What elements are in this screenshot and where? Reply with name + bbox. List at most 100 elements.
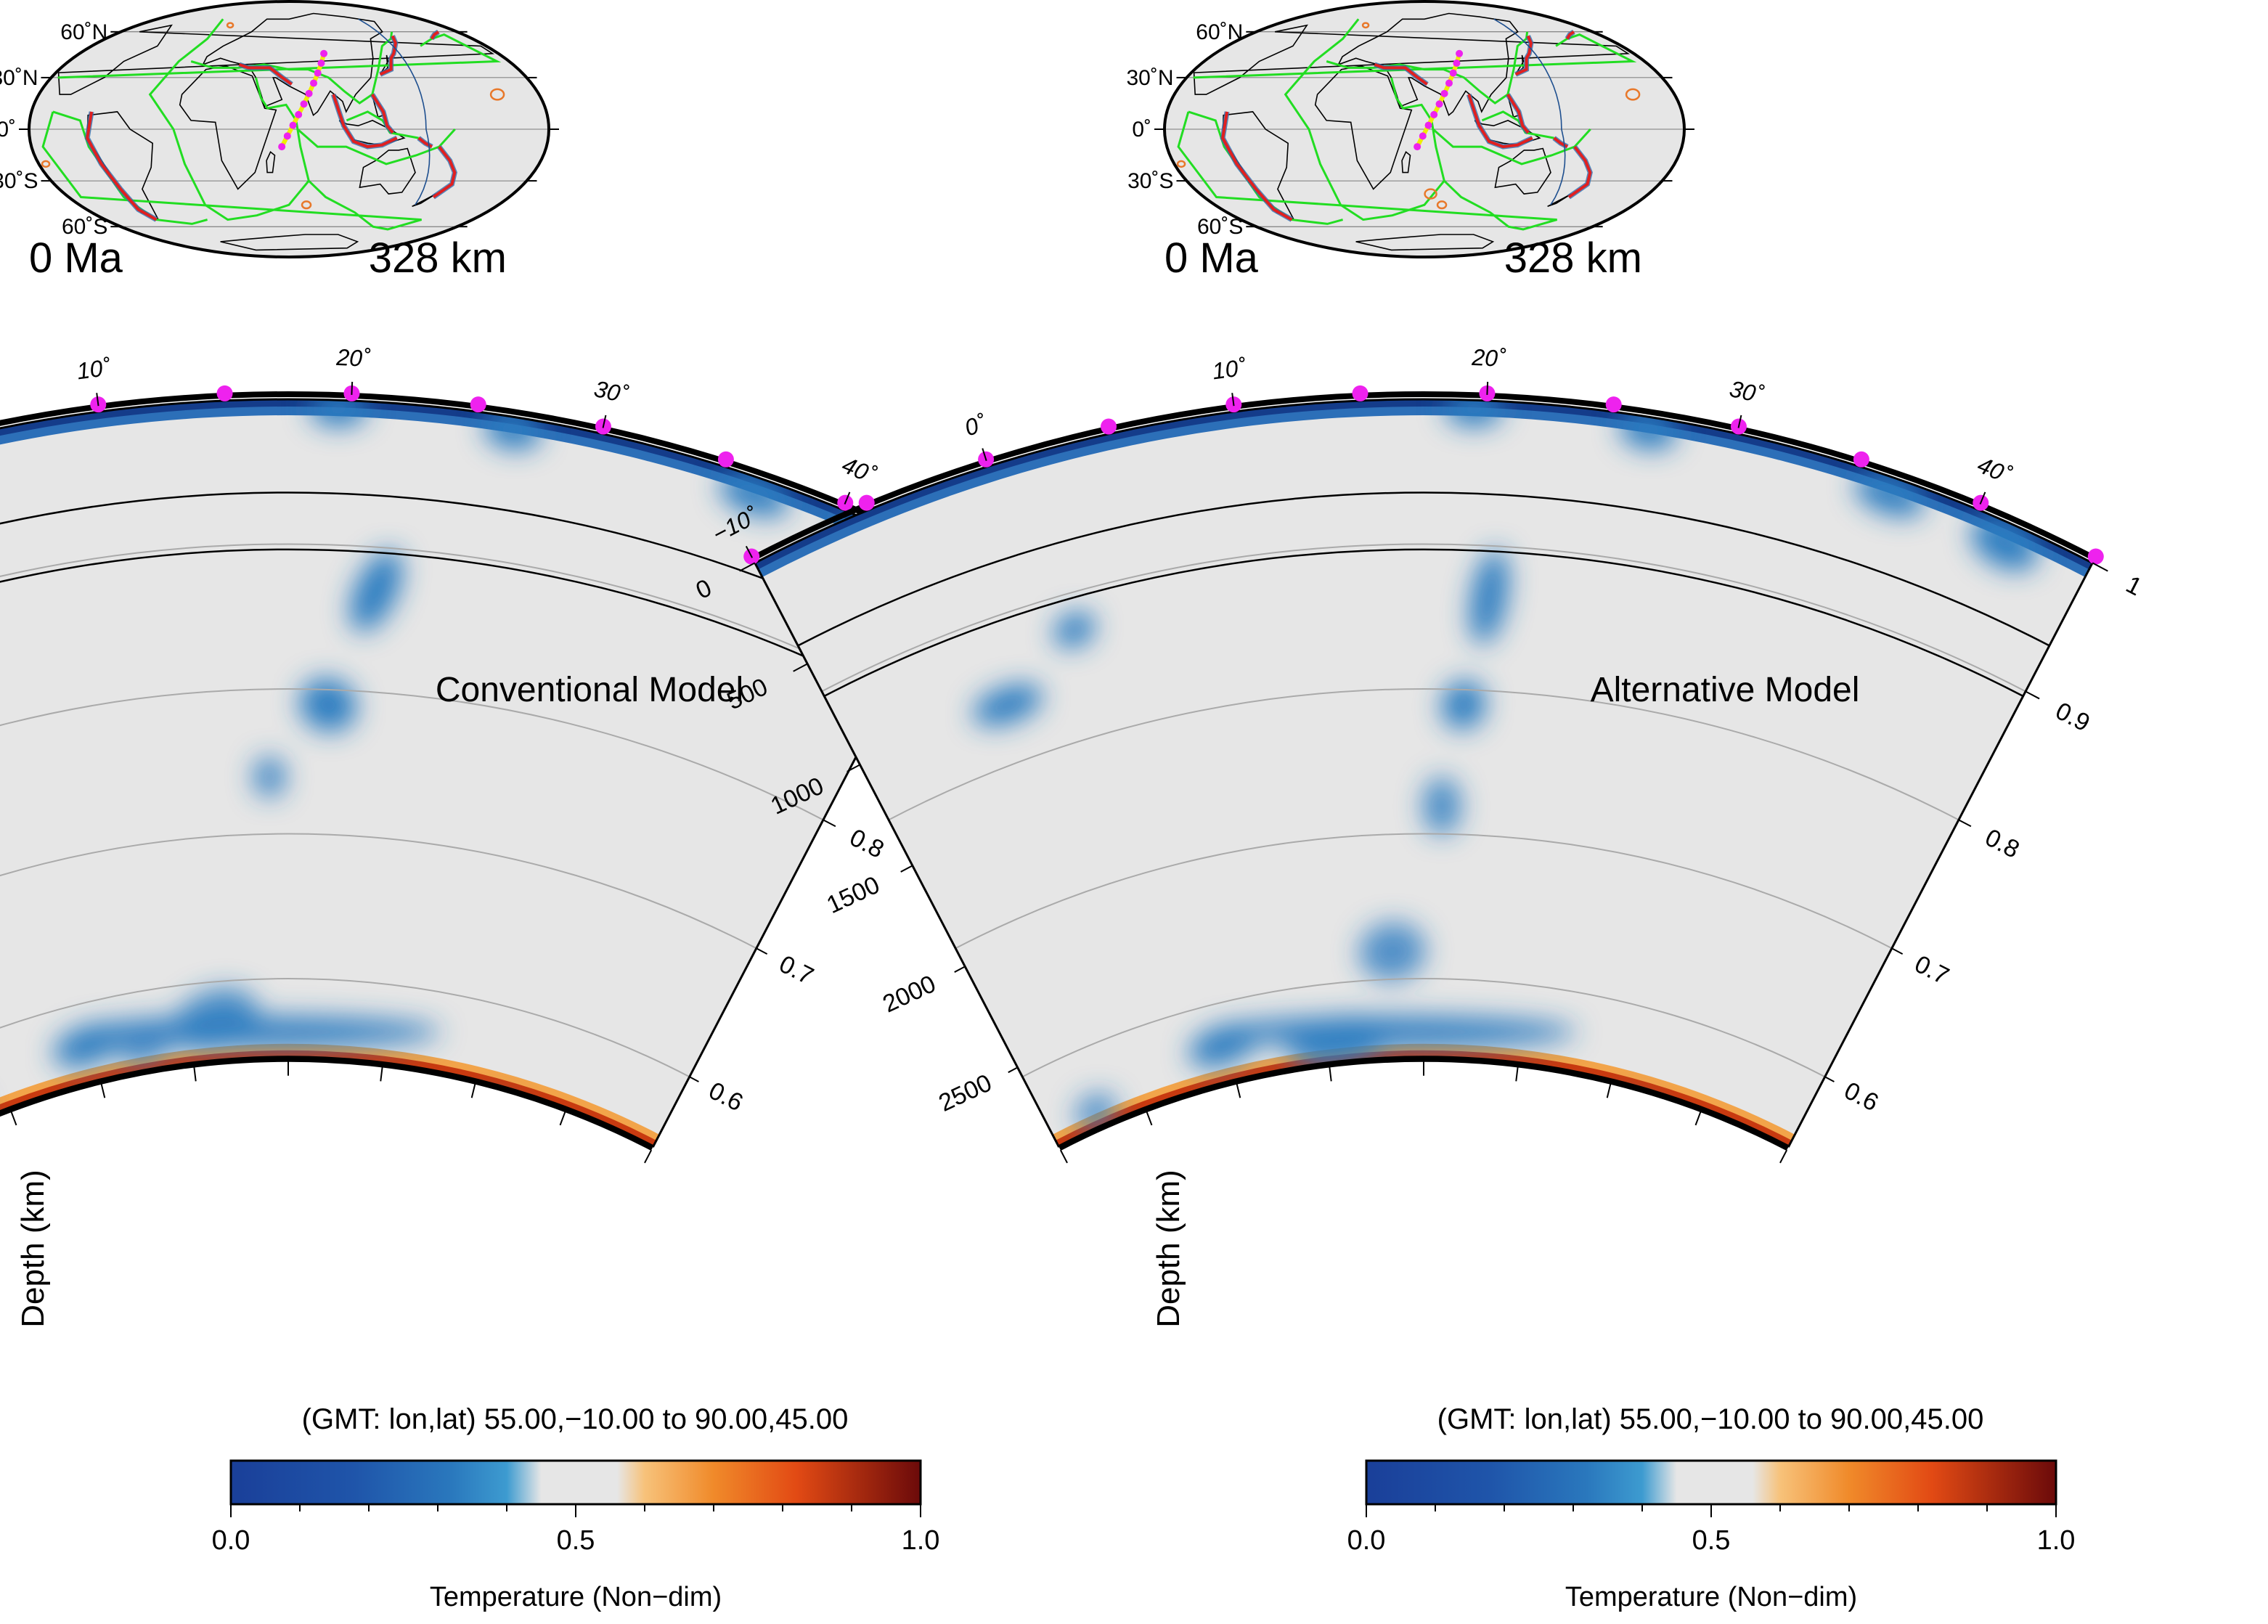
cmb-tick: [1606, 1083, 1612, 1098]
lon-tick-label: 20˚: [1471, 344, 1506, 372]
hot-anomaly-contour: [41, 160, 51, 168]
hot-anomaly-contour: [1176, 160, 1186, 168]
cold-anomaly: [1213, 1016, 1577, 1048]
lon-tick: [1979, 491, 1986, 505]
cmb-tick: [193, 1066, 197, 1082]
colorbar-gradient: [1365, 1459, 2057, 1506]
colorbar-left: 0.0 0.5 1.0 Temperature (Non−dim): [212, 1459, 939, 1612]
colorbar-tick-label: 0.5: [557, 1525, 595, 1556]
profile-dot: [1449, 69, 1457, 77]
cold-anomaly: [1970, 515, 2039, 571]
hot-anomaly-contour: [1436, 200, 1448, 210]
lon-tick-label: 10˚: [76, 354, 113, 385]
cmb-tick: [559, 1111, 566, 1126]
cold-anomaly: [119, 1021, 174, 1066]
slab-contour-arc: [1493, 18, 1566, 205]
cmb-tick: [1694, 1111, 1702, 1126]
radius-gridline: [0, 688, 824, 821]
depth-tick: [847, 764, 860, 772]
radius-tick-label: 0.8: [845, 823, 888, 863]
profile-dot: [305, 89, 313, 97]
transition-zone-line: [0, 491, 915, 647]
colorbar-tick-label: 1.0: [2037, 1525, 2076, 1556]
depth-tick-label: 2000: [878, 970, 940, 1018]
plate-boundary: [346, 110, 419, 139]
profile-dot: [470, 396, 486, 413]
lon-tick: [982, 448, 987, 462]
radius-tick-label: 0.7: [1910, 950, 1953, 990]
profile-dot: [1101, 418, 1117, 435]
colorbar-label: Temperature (Non−dim): [430, 1582, 722, 1612]
radius-tick-label: 0.9: [2051, 697, 2094, 737]
profile-dot: [1605, 396, 1622, 413]
profile-dot: [1424, 121, 1432, 129]
lat-label: 60˚S: [62, 215, 107, 239]
cold-anomaly: [1619, 410, 1677, 449]
continent-outline: [1193, 24, 1631, 95]
radius-tick: [1958, 819, 1972, 828]
lat-label: 60˚N: [1196, 20, 1243, 44]
transition-zone-line: [823, 548, 2024, 697]
radius-tick-label: 0.6: [704, 1077, 747, 1117]
cmb-tick: [1059, 1149, 1068, 1164]
cold-anomaly: [1470, 550, 1509, 645]
lon-tick: [1737, 415, 1742, 428]
cold-anomaly: [403, 1121, 513, 1146]
profile-dot: [2087, 548, 2104, 565]
subduction-zone: [1514, 35, 1533, 76]
cold-anomaly: [484, 410, 542, 449]
depth-tick: [739, 562, 756, 572]
hot-anomaly-contour: [226, 22, 234, 29]
profile-caption: (GMT: lon,lat) 55.00,−10.00 to 90.00,45.…: [1437, 1403, 1984, 1435]
lat-label: 0˚: [1132, 118, 1151, 142]
plate-boundary: [1177, 111, 1558, 231]
radius-tick-label: 0.8: [1981, 823, 2023, 863]
section-frame: [753, 398, 2094, 1148]
cold-anomaly: [1854, 473, 1925, 517]
subduction-zone: [1553, 136, 1568, 148]
radius-gridline: [0, 833, 757, 950]
subduction-zone: [379, 35, 397, 76]
cmb-tick: [380, 1066, 383, 1082]
radius-gridline: [0, 978, 690, 1078]
radius-tick: [2092, 562, 2108, 572]
cold-anomaly: [1441, 680, 1486, 730]
profile-dot: [216, 385, 233, 401]
cmb-tick: [1329, 1066, 1332, 1082]
cmb-tick: [10, 1111, 17, 1126]
cmb-tick: [1779, 1149, 1788, 1164]
colorbar-tick-label: 0.0: [212, 1525, 250, 1556]
subduction-zone: [1374, 63, 1428, 86]
depth-tick: [900, 865, 913, 873]
cmb-tick: [1146, 1111, 1153, 1126]
cold-anomaly: [253, 756, 286, 798]
hot-anomaly-contour: [1625, 88, 1641, 101]
radius-tick-label: 0.6: [1840, 1077, 1882, 1117]
lon-tick: [1486, 381, 1489, 395]
cold-anomaly: [1289, 1015, 1390, 1070]
continent-outline: [1337, 12, 1519, 117]
age-label: 0 Ma: [1164, 234, 1259, 282]
radius-tick-label: 0.7: [775, 950, 817, 990]
profile-caption: (GMT: lon,lat) 55.00,−10.00 to 90.00,45.…: [302, 1403, 849, 1435]
slab-contour-arc: [358, 18, 431, 205]
lon-tick-label: 30˚: [1727, 375, 1766, 408]
radius-gridline: [821, 543, 2026, 693]
lat-label: 30˚S: [1127, 169, 1173, 193]
cold-anomaly: [1053, 612, 1096, 648]
cold-anomaly: [174, 988, 258, 1051]
plate-boundary: [1481, 110, 1554, 139]
depth-tick: [793, 663, 808, 672]
profile-dot: [1414, 143, 1421, 151]
plate-boundary: [1284, 18, 1445, 221]
hot-anomaly-contour: [1424, 188, 1437, 200]
radius-tick: [823, 819, 836, 828]
profile-dot: [1430, 110, 1438, 118]
lat-label: 60˚N: [60, 20, 107, 44]
profile-dot: [320, 49, 328, 57]
colorbar-tick-label: 0.0: [1347, 1525, 1386, 1556]
plate-boundary: [1193, 33, 1637, 79]
lon-tick: [844, 491, 851, 505]
hot-anomaly-contour: [489, 88, 505, 101]
world-map-left: 60˚N 30˚N 0˚ 30˚S 60˚S0 Ma 328 km: [0, 0, 559, 282]
